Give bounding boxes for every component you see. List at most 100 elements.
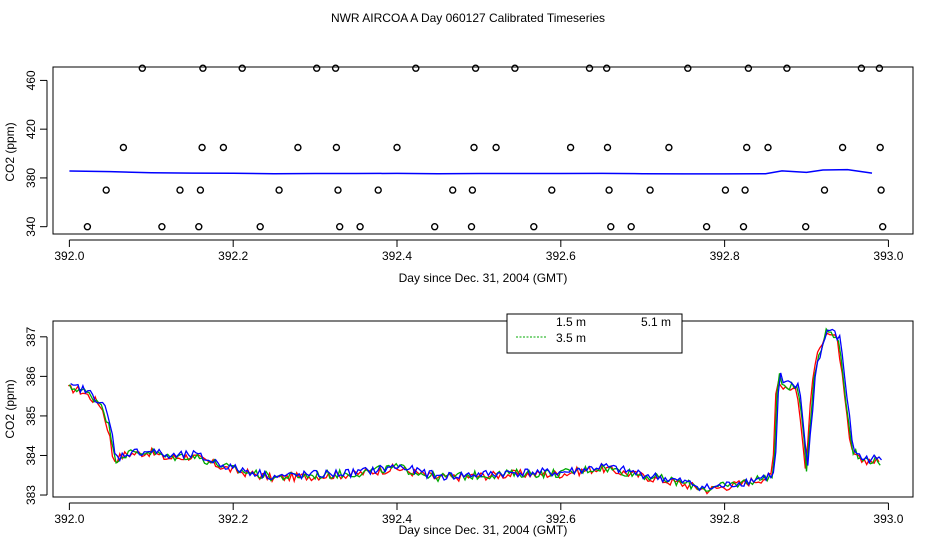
calibration-point <box>102 186 110 194</box>
legend: 1.5 m 5.1 m 3.5 m <box>506 313 683 354</box>
calibration-point <box>449 186 457 194</box>
x-axis-label: Day since Dec. 31, 2004 (GMT) <box>399 523 568 537</box>
calibration-point <box>176 186 184 194</box>
calibration-point <box>219 143 228 152</box>
calibration-point <box>138 64 147 72</box>
x-axis: 392.0 392.2 392.4 392.6 392.8 393.0 <box>54 239 904 263</box>
calibration-point <box>467 222 476 231</box>
y-axis: 383 384 385 386 387 <box>24 326 48 505</box>
calibration-point <box>566 143 575 152</box>
baseline-series <box>69 168 873 175</box>
calibration-point <box>548 186 556 194</box>
legend-box <box>506 313 683 354</box>
calibration-point <box>119 143 128 152</box>
calibration-point <box>838 143 847 152</box>
calibration-point <box>356 222 364 231</box>
plot-frame <box>52 320 914 498</box>
calibration-point <box>721 186 730 194</box>
calibration-point <box>783 64 791 72</box>
x-tick-label: 392.4 <box>382 512 412 526</box>
x-tick-label: 392.0 <box>54 512 84 526</box>
x-tick-label: 392.2 <box>218 249 248 263</box>
plot-frame <box>52 66 914 235</box>
calibration-point <box>195 222 203 231</box>
x-tick-label: 392.8 <box>710 249 740 263</box>
calibration-point <box>744 64 753 72</box>
baseline-line <box>69 168 873 175</box>
calibration-point <box>665 143 673 152</box>
series-line-3-5-m <box>68 327 881 492</box>
y-axis-label: CO2 (ppm) <box>3 379 17 438</box>
calibration-point <box>196 186 205 194</box>
x-tick-label: 392.0 <box>54 249 84 263</box>
x-tick-label: 392.6 <box>546 512 576 526</box>
y-tick-label: 380 <box>24 168 38 188</box>
calibration-point <box>857 64 866 72</box>
panel-top: 392.0 392.2 392.4 392.6 392.8 393.0 340 380 420… <box>3 64 914 285</box>
calibration-point <box>256 222 264 231</box>
calibration-point <box>313 64 321 72</box>
x-tick-label: 393.0 <box>873 512 903 526</box>
series-line-1-5-m <box>68 332 880 495</box>
calibration-point <box>470 143 478 152</box>
calibration-point <box>603 64 611 72</box>
figure-title: NWR AIRCOA A Day 060127 Calibrated Times… <box>331 11 605 25</box>
y-tick-label: 460 <box>24 70 38 90</box>
calibration-point <box>702 222 711 231</box>
calibration-point <box>876 143 884 152</box>
y-tick-label: 385 <box>24 406 38 426</box>
calibration-point <box>275 186 283 194</box>
y-tick-label: 384 <box>24 445 38 465</box>
x-tick-label: 392.6 <box>546 249 576 263</box>
calibration-point <box>198 143 206 152</box>
y-tick-label: 386 <box>24 366 38 386</box>
series-lines <box>68 327 882 495</box>
calibration-point <box>336 222 344 231</box>
calibration-point <box>585 64 594 72</box>
calibration-point <box>603 143 612 152</box>
series-line-5-1-m <box>70 328 882 492</box>
x-axis-label: Day since Dec. 31, 2004 (GMT) <box>399 271 568 285</box>
calibration-point <box>607 222 615 231</box>
calibration-point <box>471 64 480 72</box>
legend-label-partial: 1.5 m <box>556 315 586 329</box>
calibration-point <box>468 186 477 194</box>
calibration-point <box>879 222 887 231</box>
calibration-point <box>294 143 302 152</box>
calibration-point <box>741 186 749 194</box>
x-axis: 392.0 392.2 392.4 392.6 392.8 393.0 <box>54 502 904 526</box>
calibration-point <box>431 222 439 231</box>
calibration-point <box>332 143 341 152</box>
calibration-point <box>511 64 519 72</box>
calibration-point <box>530 222 538 231</box>
calibration-point <box>334 186 342 194</box>
x-tick-label: 392.4 <box>382 249 412 263</box>
panel-bottom: 392.0 392.2 392.4 392.6 392.8 393.0 383 384 385… <box>3 313 914 537</box>
calibration-point <box>331 64 340 72</box>
calibration-point <box>820 186 829 194</box>
calibration-point <box>158 222 166 231</box>
x-tick-label: 393.0 <box>873 249 903 263</box>
y-axis: 340 380 420 460 <box>24 70 48 237</box>
legend-label-partial: 5.1 m <box>641 315 671 329</box>
calibration-point <box>374 186 382 194</box>
calibration-point <box>646 186 654 194</box>
calibration-point <box>739 222 748 231</box>
calibration-point <box>199 64 207 72</box>
calibration-point <box>412 64 420 72</box>
calibration-point <box>743 143 751 152</box>
calibration-points <box>83 64 887 231</box>
y-tick-label: 420 <box>24 119 38 139</box>
y-axis-label: CO2 (ppm) <box>3 122 17 181</box>
y-tick-label: 387 <box>24 326 38 346</box>
x-tick-label: 392.2 <box>218 512 248 526</box>
calibration-point <box>877 186 885 194</box>
calibration-point <box>764 143 772 152</box>
calibration-point <box>605 186 613 194</box>
calibration-point <box>238 64 246 72</box>
calibration-point <box>492 143 500 152</box>
y-tick-label: 340 <box>24 216 38 236</box>
y-tick-label: 383 <box>24 485 38 505</box>
calibration-point <box>393 143 401 152</box>
